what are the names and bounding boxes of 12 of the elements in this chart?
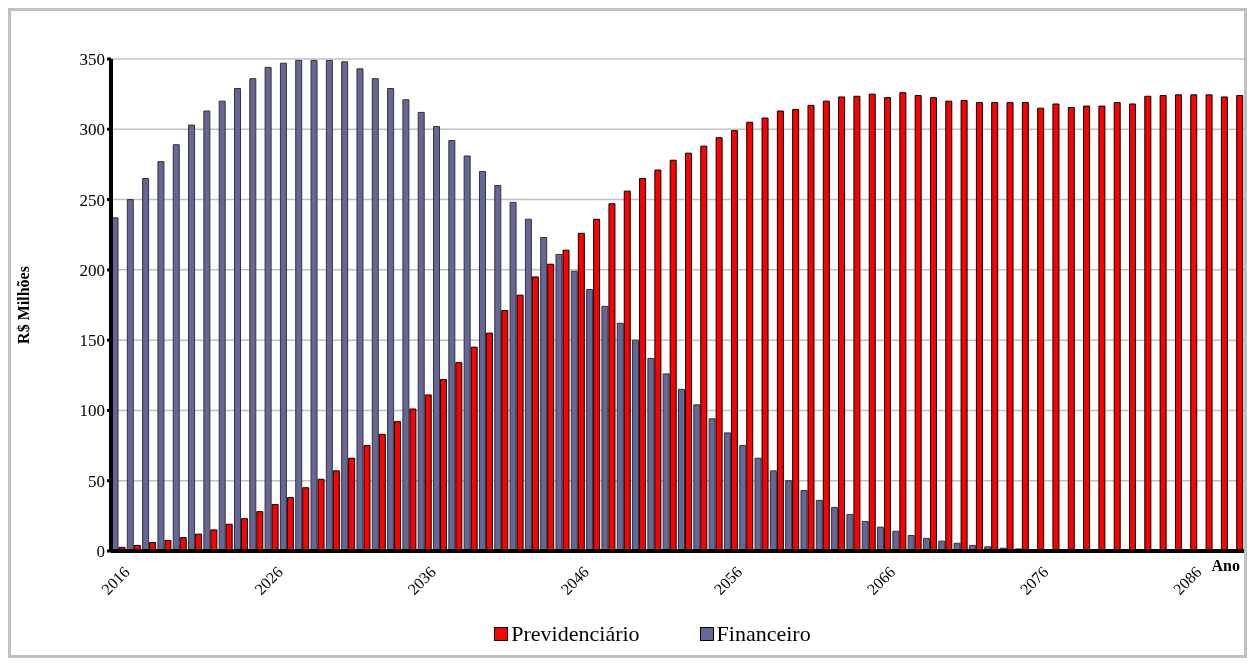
y-tick-label: 250 <box>79 190 105 210</box>
y-tick-label: 100 <box>79 401 105 421</box>
x-axis-title: Ano <box>1211 557 1240 574</box>
legend-label: Previdenciário <box>510 621 640 647</box>
y-tick-label: 50 <box>88 471 105 491</box>
y-axis-title: R$ Milhões <box>14 266 32 344</box>
y-tick-label: 200 <box>79 260 105 280</box>
y-tick-label: 0 <box>96 542 105 562</box>
y-tick-label: 150 <box>79 331 105 351</box>
y-tick-label: 300 <box>79 120 105 140</box>
legend-label: Financeiro <box>715 621 811 647</box>
y-tick-label: 350 <box>79 50 105 70</box>
